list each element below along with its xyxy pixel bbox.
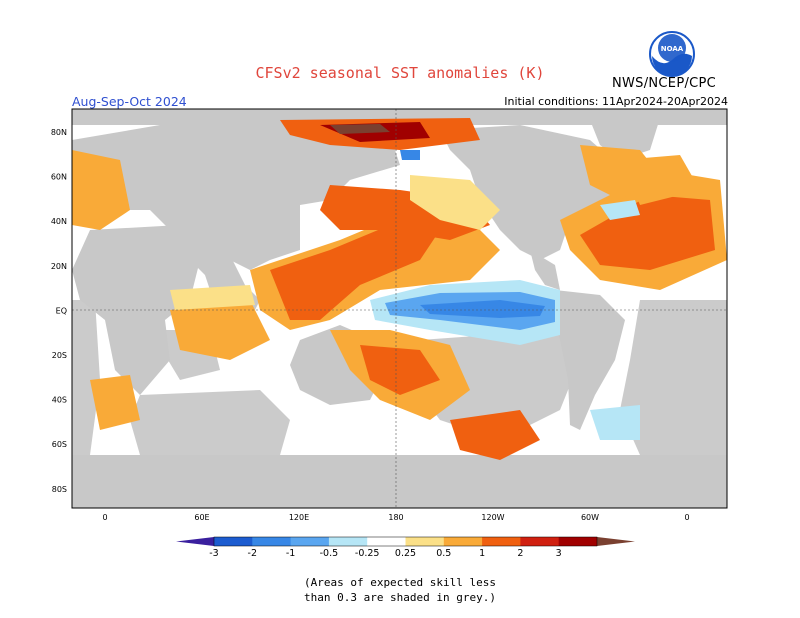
colorbar-tick-label: 3	[556, 548, 562, 559]
colorbar-min-arrow	[176, 537, 214, 546]
colorbar-segment	[252, 537, 292, 546]
lat-label: 20N	[51, 262, 67, 271]
colorbar-tick-label: -0.25	[355, 548, 380, 559]
colorbar-outline	[213, 536, 598, 547]
colorbar-tick-label: 2	[517, 548, 523, 559]
skill-note-line1: (Areas of expected skill less	[303, 576, 497, 589]
map-frame	[71, 108, 728, 509]
lat-label: 60N	[51, 173, 67, 182]
lat-label: 20S	[52, 351, 67, 360]
colorbar-segment	[367, 537, 406, 546]
lon-label: 120W	[481, 513, 504, 522]
skill-note-line2: than 0.3 are shaded in grey.)	[303, 591, 497, 604]
lon-label: 180	[388, 513, 403, 522]
lon-label: 0	[102, 513, 107, 522]
agency-credit: NWS/NCEP/CPC	[612, 76, 717, 91]
colorbar-segment	[328, 537, 368, 546]
colorbar-tick-label: 0.5	[436, 548, 451, 559]
lon-label: 60W	[581, 513, 599, 522]
graticule	[72, 109, 727, 508]
colorbar-segment	[290, 537, 330, 546]
lat-label: 80S	[52, 485, 67, 494]
colorbar-segment	[558, 537, 598, 546]
colorbar-tick-label: 0.25	[395, 548, 416, 559]
noaa-logo: NOAA	[649, 31, 695, 77]
initial-conditions: Initial conditions: 11Apr2024-20Apr2024	[504, 95, 728, 108]
colorbar-tick-label: -2	[248, 548, 257, 559]
lat-label: 40S	[52, 396, 67, 405]
colorbar-tick-label: -3	[209, 548, 218, 559]
colorbar-tick-label: -0.5	[320, 548, 339, 559]
forecast-season: Aug-Sep-Oct 2024	[72, 94, 187, 109]
lon-label: 0	[684, 513, 689, 522]
lat-label: 40N	[51, 217, 67, 226]
colorbar-segment	[482, 537, 521, 546]
colorbar-segment	[443, 537, 483, 546]
lat-label: EQ	[56, 306, 67, 315]
colorbar-tick-label: -1	[286, 548, 295, 559]
cold-anomalies	[370, 150, 640, 440]
colorbar-max-arrow	[597, 537, 635, 546]
lon-label: 120E	[289, 513, 309, 522]
noaa-logo-text: NOAA	[661, 45, 684, 53]
colorbar-tick-label: 1	[479, 548, 485, 559]
colorbar-segment	[405, 537, 445, 546]
colorbar-segment	[520, 537, 560, 546]
lat-label: 80N	[51, 128, 67, 137]
lat-label: 60S	[52, 440, 67, 449]
map-title: CFSv2 seasonal SST anomalies (K)	[255, 64, 545, 82]
lon-label: 60E	[194, 513, 209, 522]
warm-anomalies	[72, 118, 727, 460]
land-masses	[72, 109, 727, 508]
colorbar-segment	[214, 537, 253, 546]
